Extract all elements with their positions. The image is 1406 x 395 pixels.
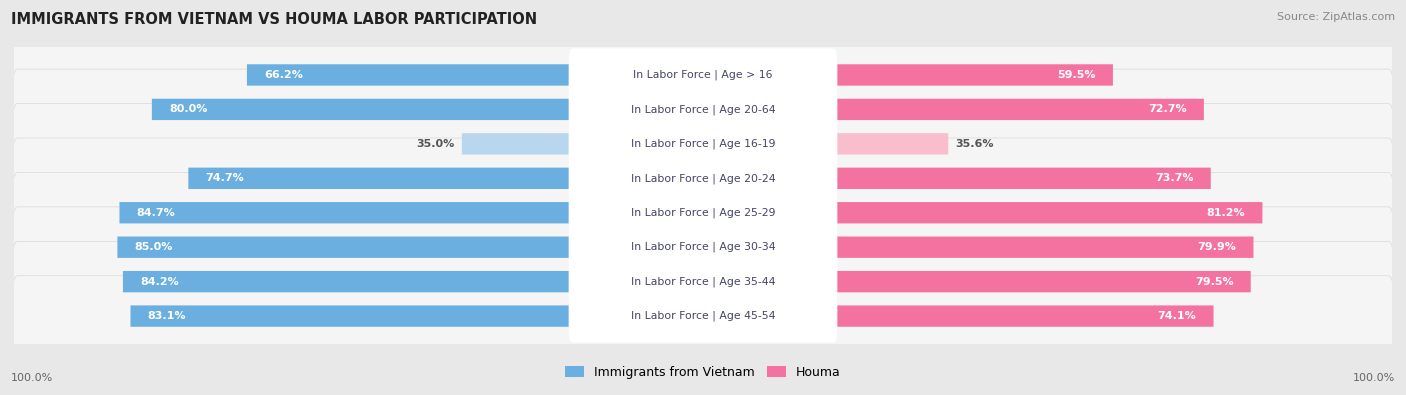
FancyBboxPatch shape (568, 186, 838, 239)
Text: 100.0%: 100.0% (1353, 373, 1395, 383)
Text: 72.7%: 72.7% (1149, 104, 1187, 115)
Text: In Labor Force | Age 20-64: In Labor Force | Age 20-64 (631, 104, 775, 115)
FancyBboxPatch shape (703, 237, 1254, 258)
Legend: Immigrants from Vietnam, Houma: Immigrants from Vietnam, Houma (565, 366, 841, 379)
FancyBboxPatch shape (117, 237, 703, 258)
FancyBboxPatch shape (703, 271, 1251, 292)
Text: IMMIGRANTS FROM VIETNAM VS HOUMA LABOR PARTICIPATION: IMMIGRANTS FROM VIETNAM VS HOUMA LABOR P… (11, 12, 537, 27)
FancyBboxPatch shape (13, 103, 1393, 184)
Text: In Labor Force | Age > 16: In Labor Force | Age > 16 (633, 70, 773, 80)
Text: 84.7%: 84.7% (136, 208, 176, 218)
Text: 66.2%: 66.2% (264, 70, 304, 80)
FancyBboxPatch shape (188, 167, 703, 189)
FancyBboxPatch shape (703, 202, 1263, 224)
FancyBboxPatch shape (247, 64, 703, 86)
Text: 81.2%: 81.2% (1206, 208, 1246, 218)
FancyBboxPatch shape (703, 99, 1204, 120)
FancyBboxPatch shape (152, 99, 703, 120)
FancyBboxPatch shape (120, 202, 703, 224)
FancyBboxPatch shape (13, 241, 1393, 322)
Text: 85.0%: 85.0% (135, 242, 173, 252)
Text: 73.7%: 73.7% (1154, 173, 1194, 183)
FancyBboxPatch shape (13, 35, 1393, 115)
FancyBboxPatch shape (122, 271, 703, 292)
Text: 84.2%: 84.2% (141, 276, 179, 287)
Text: In Labor Force | Age 30-34: In Labor Force | Age 30-34 (631, 242, 775, 252)
Text: 80.0%: 80.0% (169, 104, 208, 115)
FancyBboxPatch shape (703, 133, 948, 154)
Text: In Labor Force | Age 16-19: In Labor Force | Age 16-19 (631, 139, 775, 149)
Text: 79.5%: 79.5% (1195, 276, 1233, 287)
FancyBboxPatch shape (13, 173, 1393, 253)
Text: 79.9%: 79.9% (1198, 242, 1236, 252)
FancyBboxPatch shape (13, 69, 1393, 150)
Text: Source: ZipAtlas.com: Source: ZipAtlas.com (1277, 12, 1395, 22)
Text: 59.5%: 59.5% (1057, 70, 1095, 80)
FancyBboxPatch shape (568, 152, 838, 205)
Text: 100.0%: 100.0% (11, 373, 53, 383)
Text: In Labor Force | Age 20-24: In Labor Force | Age 20-24 (631, 173, 775, 184)
Text: 74.1%: 74.1% (1157, 311, 1197, 321)
FancyBboxPatch shape (568, 117, 838, 170)
FancyBboxPatch shape (13, 276, 1393, 356)
Text: 35.0%: 35.0% (416, 139, 456, 149)
Text: In Labor Force | Age 25-29: In Labor Force | Age 25-29 (631, 207, 775, 218)
Text: 74.7%: 74.7% (205, 173, 245, 183)
FancyBboxPatch shape (13, 138, 1393, 218)
FancyBboxPatch shape (703, 305, 1213, 327)
FancyBboxPatch shape (568, 221, 838, 274)
FancyBboxPatch shape (568, 255, 838, 308)
FancyBboxPatch shape (461, 133, 703, 154)
FancyBboxPatch shape (703, 64, 1114, 86)
FancyBboxPatch shape (568, 49, 838, 102)
FancyBboxPatch shape (568, 83, 838, 136)
FancyBboxPatch shape (568, 290, 838, 342)
Text: In Labor Force | Age 35-44: In Labor Force | Age 35-44 (631, 276, 775, 287)
Text: 35.6%: 35.6% (955, 139, 994, 149)
FancyBboxPatch shape (131, 305, 703, 327)
FancyBboxPatch shape (703, 167, 1211, 189)
FancyBboxPatch shape (13, 207, 1393, 288)
Text: In Labor Force | Age 45-54: In Labor Force | Age 45-54 (631, 311, 775, 322)
Text: 83.1%: 83.1% (148, 311, 186, 321)
